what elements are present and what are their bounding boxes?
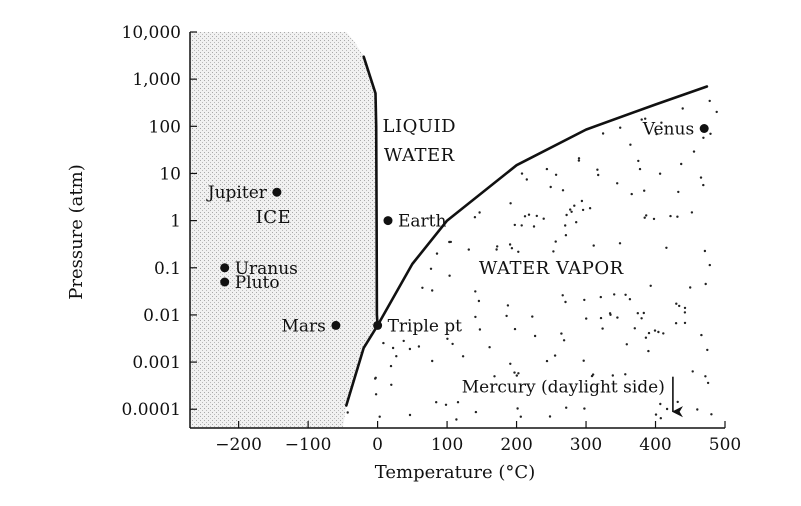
x-axis-label: Temperature (°C) <box>375 462 535 483</box>
x-tick-label: 200 <box>500 435 532 455</box>
region-label-ice: ICE <box>256 207 292 228</box>
point-venus <box>699 124 709 133</box>
point-mars <box>331 320 341 330</box>
x-tick-label: −200 <box>215 435 262 455</box>
y-tick-label: 10,000 <box>122 23 181 43</box>
point-label-uranus: Uranus <box>235 259 298 279</box>
y-tick-label: 10 <box>159 164 181 184</box>
point-label-earth: Earth <box>398 212 447 232</box>
y-tick-label: 1,000 <box>132 70 181 90</box>
y-tick-label: 0.1 <box>154 259 181 279</box>
annotation-mercury-daylight-side: Mercury (daylight side) <box>462 378 665 398</box>
point-earth <box>383 216 393 226</box>
vaporization-curve <box>344 85 709 407</box>
x-tick-label: 300 <box>570 435 602 455</box>
x-tick-label: 100 <box>431 435 463 455</box>
point-label-jupiter: Jupiter <box>206 183 268 203</box>
ice-region-shading <box>190 32 378 428</box>
region-label-water-vapor: WATER VAPOR <box>479 258 624 279</box>
y-axis-label: Pressure (atm) <box>66 164 87 300</box>
region-label-liquid-water: WATER <box>384 145 455 166</box>
point-label-pluto: Pluto <box>235 273 280 293</box>
x-tick-label: −100 <box>285 435 332 455</box>
region-label-liquid-water: LIQUID <box>383 116 457 137</box>
point-label-mars: Mars <box>281 316 325 336</box>
melting-curve <box>362 55 379 327</box>
x-tick-label: 0 <box>372 435 383 455</box>
point-label-triple-pt: Triple pt <box>388 316 463 336</box>
y-tick-label: 100 <box>149 117 181 137</box>
y-tick-label: 0.0001 <box>122 400 181 420</box>
point-jupiter <box>272 187 282 197</box>
x-tick-label: 400 <box>639 435 671 455</box>
y-tick-label: 0.001 <box>132 353 181 373</box>
y-tick-label: 1 <box>170 212 181 232</box>
point-uranus <box>220 263 230 273</box>
point-pluto <box>220 277 230 287</box>
water-vapor-dot-pattern <box>346 99 718 421</box>
point-triple-pt <box>373 320 383 330</box>
point-label-venus: Venus <box>642 120 694 140</box>
x-tick-label: 500 <box>709 435 741 455</box>
y-tick-label: 0.01 <box>143 306 181 326</box>
